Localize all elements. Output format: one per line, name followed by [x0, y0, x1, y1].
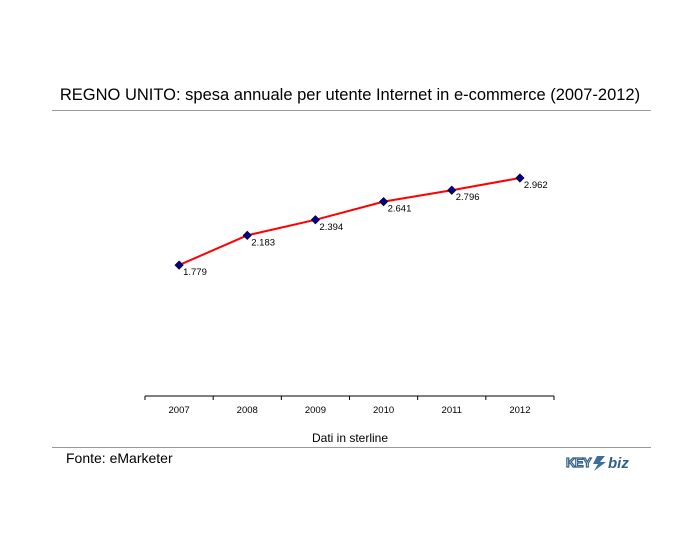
data-point-2008 — [242, 230, 252, 240]
x-tick-label-2007: 2007 — [169, 405, 190, 416]
data-label-2010: 2.641 — [388, 204, 412, 215]
chart-title: REGNO UNITO: spesa annuale per utente In… — [59, 86, 641, 104]
data-label-2009: 2.394 — [319, 222, 343, 233]
x-tick-label-2012: 2012 — [509, 405, 530, 416]
x-tick-label-2009: 2009 — [305, 405, 326, 416]
svg-text:KEY: KEY — [566, 455, 592, 470]
x-tick-label-2010: 2010 — [373, 405, 394, 416]
x-tick-label-2011: 2011 — [442, 405, 462, 416]
svg-text:biz: biz — [608, 455, 629, 472]
x-tick-label-2008: 2008 — [237, 405, 258, 416]
data-point-2012 — [515, 173, 525, 183]
data-point-2011 — [447, 185, 457, 195]
footer-divider — [52, 447, 651, 448]
data-label-2012: 2.962 — [524, 180, 548, 191]
data-label-2011: 2.796 — [456, 192, 480, 203]
source-text: Fonte: eMarketer — [66, 450, 173, 466]
key4biz-logo: KEY biz — [565, 454, 629, 472]
title-divider — [52, 110, 651, 111]
data-point-2010 — [378, 196, 389, 207]
data-label-2007: 1.779 — [183, 267, 207, 278]
series-line — [178, 177, 521, 266]
data-point-2009 — [310, 215, 321, 225]
x-axis-label: Dati in sterline — [311, 431, 389, 445]
data-label-2008: 2.183 — [251, 237, 275, 248]
data-point-2007 — [174, 260, 184, 270]
